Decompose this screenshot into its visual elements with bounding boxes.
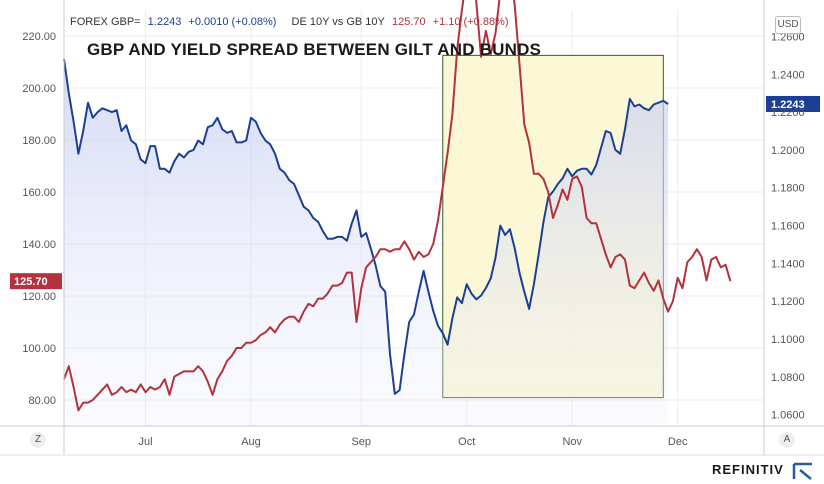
left-axis-tick-label: 180.00 (22, 135, 56, 147)
gbp-current-badge (766, 95, 820, 112)
spread-current-badge (10, 273, 62, 290)
legend-gbp-name: FOREX GBP= (70, 16, 141, 28)
left-axis-tick-label: 120.00 (22, 291, 56, 303)
spread-current-label: 125.70 (14, 276, 48, 288)
brand-name: REFINITIV (712, 462, 784, 477)
gbp-area-fill (64, 59, 669, 426)
x-axis-tick-label: Dec (668, 436, 688, 448)
right-axis-tick-label: 1.1800 (771, 183, 805, 195)
right-axis-tick-label: 1.1200 (771, 296, 805, 308)
scale-button-left[interactable]: Z (30, 432, 46, 448)
legend-gbp-change: +0.0010 (+0.08%) (188, 16, 277, 28)
currency-button[interactable]: USD (775, 16, 801, 34)
legend-gbp-value: 1.2243 (147, 16, 182, 28)
chart-legend: FOREX GBP= 1.2243 +0.0010 (+0.08%) DE 10… (70, 16, 513, 28)
tick-labels: 80.00 100.00 120.00 140.00 160.00 180.00 200.0… (22, 31, 804, 448)
legend-spread-change: +1.10 (+0.88%) (432, 16, 509, 28)
x-axis-tick-label: Oct (458, 436, 475, 448)
x-axis-tick-label: Sep (351, 436, 371, 448)
right-axis-tick-label: 1.1600 (771, 221, 805, 233)
left-axis-tick-label: 80.00 (28, 395, 56, 407)
left-axis-tick-label: 220.00 (22, 31, 56, 43)
left-axis-tick-label: 100.00 (22, 343, 56, 355)
axes: 125.70 1.2243 (0, 0, 824, 456)
series-lines (63, 0, 732, 412)
right-axis-tick-label: 1.2000 (771, 145, 805, 157)
legend-spread-value: 125.70 (391, 16, 426, 28)
brand-logo-icon (792, 462, 812, 480)
right-axis-tick-label: 1.0600 (771, 410, 805, 422)
area-layer (64, 59, 669, 426)
right-axis-tick-label: 1.0800 (771, 372, 805, 384)
right-axis-tick-label: 1.2200 (771, 107, 805, 119)
left-axis-tick-label: 160.00 (22, 187, 56, 199)
chart-title: GBP AND YIELD SPREAD BETWEEN GILT AND BU… (87, 40, 542, 59)
right-axis-tick-label: 1.1400 (771, 258, 805, 270)
spread-series-line (63, 0, 732, 412)
right-axis-tick-label: 1.1000 (771, 334, 805, 346)
x-axis-tick-label: Jul (138, 436, 152, 448)
left-axis-tick-label: 140.00 (22, 239, 56, 251)
left-axis-tick-label: 200.00 (22, 83, 56, 95)
gbp-current-label: 1.2243 (771, 99, 805, 111)
gbp-series-line (63, 59, 669, 395)
x-axis-tick-label: Nov (562, 436, 582, 448)
right-axis-tick-label: 1.2400 (771, 69, 805, 81)
right-axis-tick-label: 1.2600 (771, 31, 805, 43)
legend-spread-name: DE 10Y vs GB 10Y (291, 16, 385, 28)
x-axis-tick-label: Aug (241, 436, 261, 448)
scale-button-right[interactable]: A (779, 432, 795, 448)
